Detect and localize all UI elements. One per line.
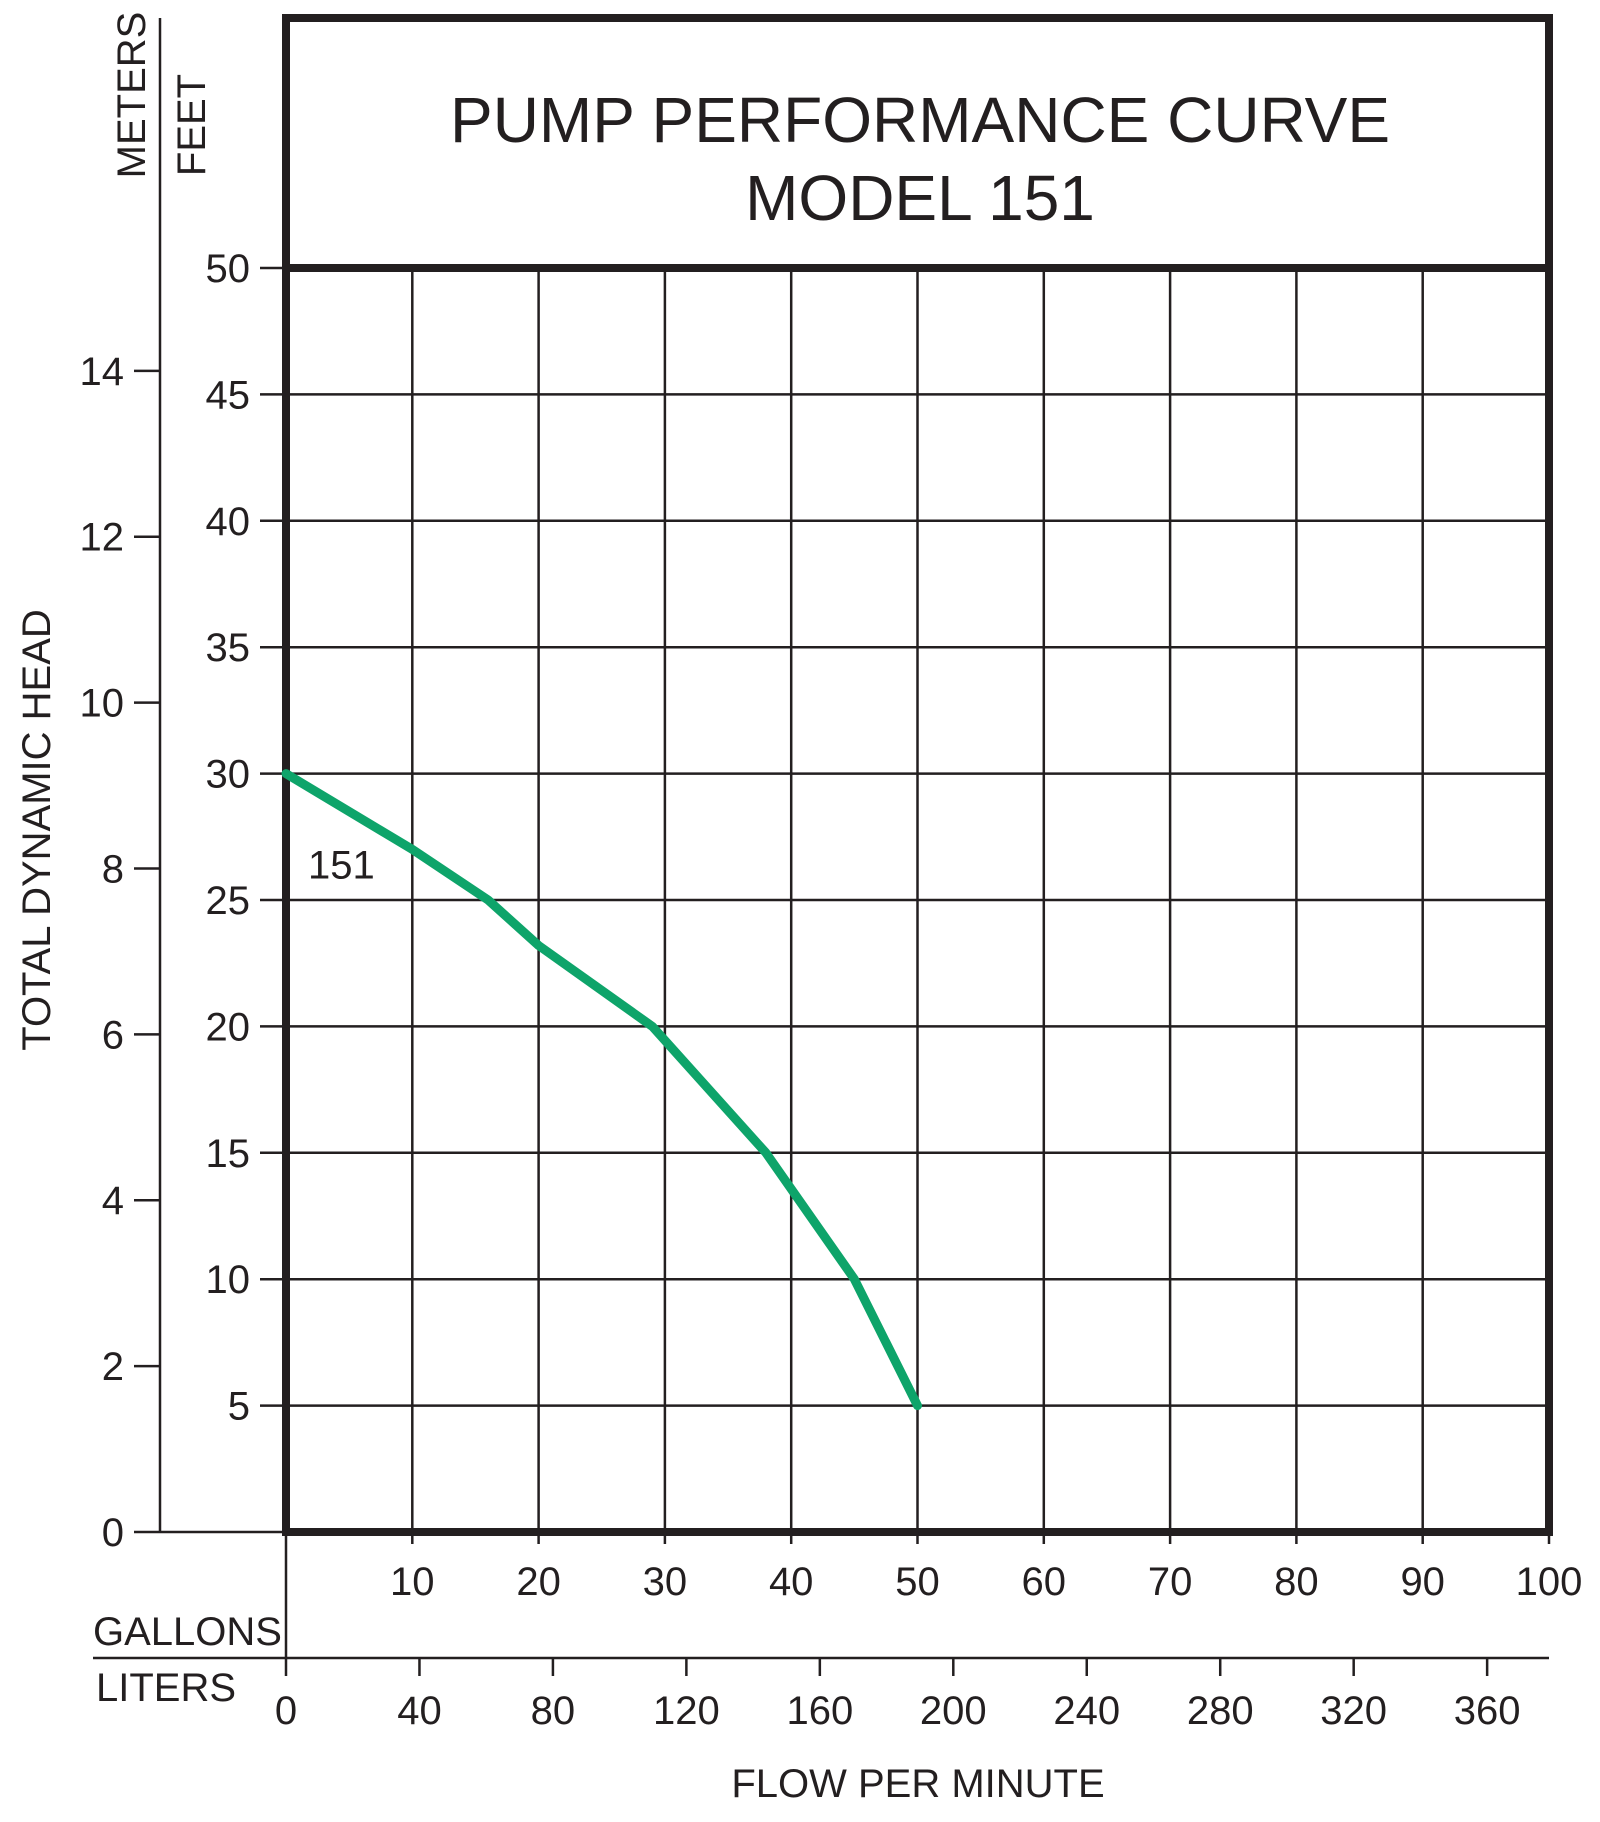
tick-label-feet-20: 20 xyxy=(206,1005,251,1049)
tick-label-meters-8: 8 xyxy=(102,847,124,891)
tick-label-feet-30: 30 xyxy=(206,753,251,797)
tick-label-liters-80: 80 xyxy=(531,1689,576,1733)
tick-label-gallons-70: 70 xyxy=(1148,1560,1193,1604)
tick-label-gallons-60: 60 xyxy=(1022,1560,1067,1604)
chart-text: PUMP PERFORMANCE CURVE MODEL 151 METERS … xyxy=(15,12,1390,1806)
chart-subtitle: MODEL 151 xyxy=(745,162,1095,234)
tick-label-feet-25: 25 xyxy=(206,879,251,923)
tick-label-feet-45: 45 xyxy=(206,373,251,417)
tick-label-gallons-40: 40 xyxy=(769,1560,814,1604)
tick-label-gallons-90: 90 xyxy=(1400,1560,1445,1604)
tick-label-gallons-30: 30 xyxy=(643,1560,688,1604)
tick-label-meters-0: 0 xyxy=(102,1511,124,1555)
grid-lines xyxy=(286,268,1549,1532)
tick-label-liters-40: 40 xyxy=(397,1689,442,1733)
tick-label-liters-320: 320 xyxy=(1320,1689,1387,1733)
series-lines: 151 xyxy=(281,769,922,1411)
tick-label-feet-10: 10 xyxy=(206,1258,251,1302)
x-axis-title: FLOW PER MINUTE xyxy=(731,1762,1104,1806)
tick-label-feet-35: 35 xyxy=(206,626,251,670)
tick-label-meters-10: 10 xyxy=(80,682,125,726)
tick-label-gallons-100: 100 xyxy=(1516,1560,1583,1604)
tick-label-gallons-80: 80 xyxy=(1274,1560,1319,1604)
tick-label-liters-280: 280 xyxy=(1187,1689,1254,1733)
tick-label-liters-120: 120 xyxy=(653,1689,720,1733)
tick-label-gallons-50: 50 xyxy=(895,1560,940,1604)
tick-label-feet-40: 40 xyxy=(206,500,251,544)
tick-label-meters-12: 12 xyxy=(80,516,125,560)
tick-label-gallons-10: 10 xyxy=(390,1560,435,1604)
tick-label-meters-14: 14 xyxy=(80,350,125,394)
y-secondary-unit-label: METERS xyxy=(110,12,154,179)
tick-label-liters-160: 160 xyxy=(786,1689,853,1733)
tick-label-liters-0: 0 xyxy=(275,1689,297,1733)
tick-labels: 5 10 15 20 25 30 35 40 45 50 0 2 4 6 8 10 12 14 10 20 30 40 50… xyxy=(80,247,1583,1733)
tick-label-feet-5: 5 xyxy=(228,1385,250,1429)
y-axis-title: TOTAL DYNAMIC HEAD xyxy=(15,609,59,1051)
chart-title: PUMP PERFORMANCE CURVE xyxy=(450,84,1390,156)
tick-label-meters-2: 2 xyxy=(102,1345,124,1389)
tick-label-meters-4: 4 xyxy=(102,1179,124,1223)
tick-label-gallons-20: 20 xyxy=(516,1560,561,1604)
series-line-151 xyxy=(281,769,922,1411)
tick-label-meters-6: 6 xyxy=(102,1013,124,1057)
tick-label-liters-360: 360 xyxy=(1454,1689,1521,1733)
y-primary-unit-label: FEET xyxy=(170,74,214,176)
x-secondary-unit-label: LITERS xyxy=(96,1666,236,1710)
tick-label-feet-50: 50 xyxy=(206,247,251,291)
x-primary-unit-label: GALLONS xyxy=(93,1610,282,1654)
tick-label-liters-240: 240 xyxy=(1053,1689,1120,1733)
tick-label-liters-200: 200 xyxy=(920,1689,987,1733)
tick-label-feet-15: 15 xyxy=(206,1132,251,1176)
series-label-151: 151 xyxy=(308,844,375,888)
